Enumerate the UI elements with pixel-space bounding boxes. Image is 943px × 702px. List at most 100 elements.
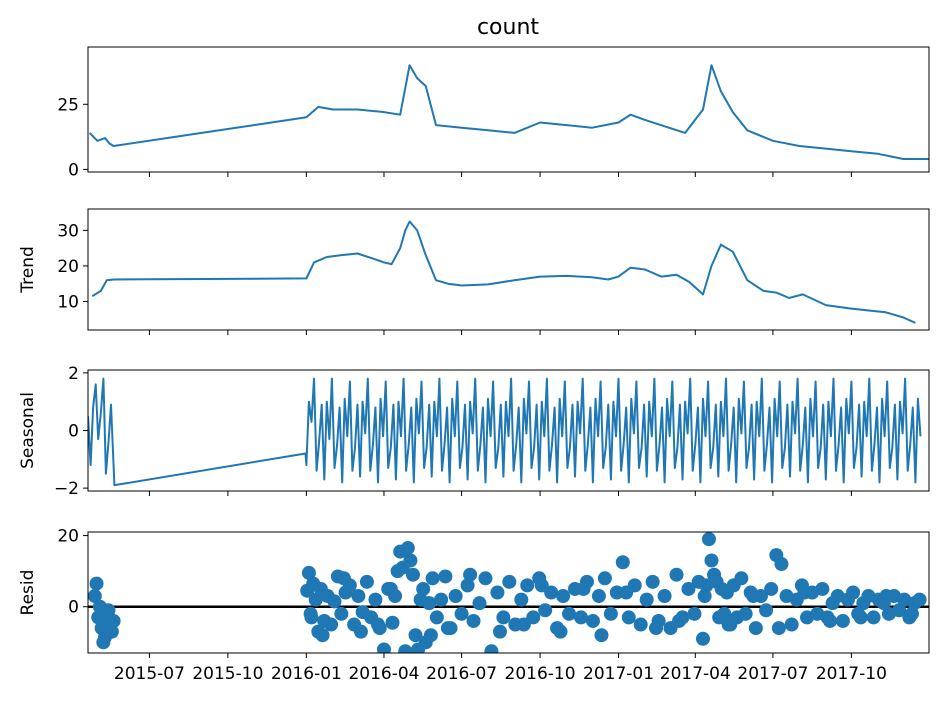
panel-frame xyxy=(87,208,930,331)
resid-point xyxy=(324,617,339,632)
x-tick-label: 2015-07 xyxy=(114,664,185,684)
resid-point xyxy=(815,581,830,596)
resid-point xyxy=(797,585,812,600)
resid-point xyxy=(672,613,687,628)
resid-point xyxy=(538,603,553,618)
resid-point xyxy=(734,571,749,586)
resid-point xyxy=(438,569,453,584)
y-tick-label: 25 xyxy=(57,95,79,115)
resid-point xyxy=(597,571,612,586)
resid-point xyxy=(308,592,323,607)
resid-point xyxy=(748,621,763,636)
series-line-observed xyxy=(88,64,929,160)
resid-point xyxy=(484,644,499,653)
resid-point xyxy=(823,613,838,628)
chart-title: count xyxy=(477,15,539,40)
x-tick-label: 2017-10 xyxy=(816,664,887,684)
resid-point xyxy=(621,610,636,625)
y-tick-label: −2 xyxy=(54,479,79,499)
resid-point xyxy=(376,642,391,653)
x-tick-label: 2017-07 xyxy=(737,664,808,684)
resid-point xyxy=(516,617,531,632)
resid-point xyxy=(639,592,654,607)
resid-point xyxy=(301,565,316,580)
resid-point xyxy=(774,557,789,572)
resid-point xyxy=(835,613,850,628)
y-axis-label: Trend xyxy=(18,246,38,294)
resid-point xyxy=(892,603,907,618)
resid-point xyxy=(514,592,529,607)
resid-point xyxy=(463,567,478,582)
x-tick-label: 2017-04 xyxy=(660,664,731,684)
resid-point xyxy=(398,644,413,653)
resid-point xyxy=(912,592,927,607)
resid-point xyxy=(106,613,121,628)
resid-point xyxy=(408,628,423,643)
resid-point xyxy=(520,578,535,593)
resid-point xyxy=(695,631,710,646)
resid-point xyxy=(553,624,568,639)
resid-point xyxy=(422,596,437,611)
plot-area xyxy=(91,220,916,324)
resid-point xyxy=(603,606,618,621)
resid-point xyxy=(492,624,507,639)
resid-point xyxy=(336,571,351,586)
resid-point xyxy=(669,567,684,582)
resid-point xyxy=(853,610,868,625)
resid-point xyxy=(371,617,385,632)
x-tick-label: 2016-04 xyxy=(348,664,419,684)
panel-seasonal: −2 0 2 Seasonal xyxy=(18,364,930,499)
resid-point xyxy=(104,624,119,639)
resid-point xyxy=(416,581,431,596)
y-axis-label: Resid xyxy=(18,570,38,616)
x-tick-label: 2016-07 xyxy=(426,664,497,684)
panel-frame xyxy=(87,531,930,654)
resid-point xyxy=(746,589,761,604)
plot-area xyxy=(88,532,929,653)
resid-point xyxy=(697,589,712,604)
y-tick-label: 2 xyxy=(68,364,79,384)
resid-point xyxy=(738,606,753,621)
resid-point xyxy=(904,606,919,621)
plot-area xyxy=(88,377,922,487)
resid-point xyxy=(448,589,463,604)
x-tick-label: 2016-10 xyxy=(505,664,576,684)
series-line-seasonal xyxy=(88,377,922,487)
resid-point xyxy=(429,610,444,625)
resid-point xyxy=(466,613,481,628)
resid-point xyxy=(425,571,440,586)
resid-point xyxy=(403,553,418,568)
x-tick-label: 2016-01 xyxy=(271,664,342,684)
resid-point xyxy=(717,606,732,621)
resid-point xyxy=(562,606,577,621)
resid-point xyxy=(594,628,609,643)
resid-point xyxy=(304,610,319,625)
panels: 0 25 10 20 30 Trend −2 0 2 Seasonal 0 20 Resid xyxy=(18,46,930,658)
x-tick-label: 2017-01 xyxy=(583,664,654,684)
resid-point xyxy=(771,621,786,636)
resid-point xyxy=(657,589,672,604)
resid-point xyxy=(472,596,487,611)
resid-point xyxy=(704,553,719,568)
resid-point xyxy=(619,585,634,600)
resid-point xyxy=(478,571,493,586)
panel-frame xyxy=(87,369,930,492)
resid-point xyxy=(353,624,368,639)
resid-point xyxy=(315,628,330,643)
resid-point xyxy=(615,555,630,570)
resid-point xyxy=(585,613,600,628)
resid-point xyxy=(649,621,664,636)
resid-point xyxy=(687,606,702,621)
resid-point xyxy=(101,603,116,618)
resid-point xyxy=(454,606,469,621)
resid-point xyxy=(359,574,374,589)
resid-point xyxy=(866,610,881,625)
panel-frame xyxy=(87,46,930,173)
y-tick-label: 20 xyxy=(57,257,79,277)
series-line-trend xyxy=(91,220,916,324)
x-axis: 2015-07 2015-10 2016-01 2016-04 2016-07 2016-… xyxy=(114,664,887,684)
y-tick-label: 20 xyxy=(57,527,79,547)
resid-point xyxy=(576,581,591,596)
y-tick-label: 0 xyxy=(68,160,79,180)
